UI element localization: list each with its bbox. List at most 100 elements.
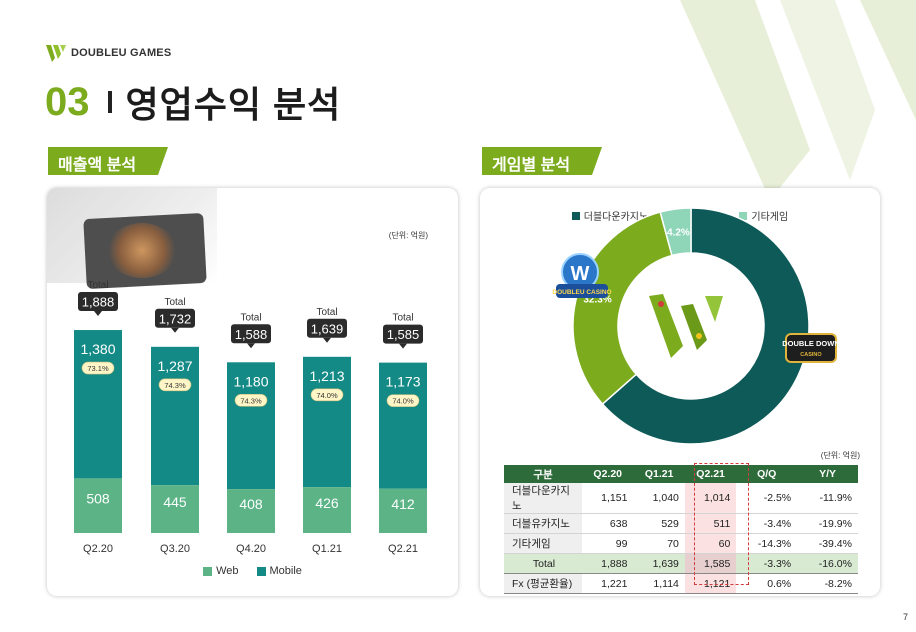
label-total-value: 1,585 <box>387 327 420 342</box>
sales-chart-card: (단위: 억원) 1,380 73.1% 508 Total 1,888 Q2.20 1,2… <box>47 188 458 596</box>
label-mobile-share: 74.0% <box>392 397 414 406</box>
table-cell: 1,888 <box>582 553 634 574</box>
table-cell: -8.2% <box>797 573 858 594</box>
table-cell: 1,221 <box>582 573 634 594</box>
share-pill <box>386 394 420 407</box>
sales-chart-legend: Web Mobile <box>47 565 458 577</box>
label-web-value: 508 <box>86 491 110 507</box>
doubleu-casino-logo: W DOUBLEU CASINO <box>552 253 612 298</box>
table-cell: 1,585 <box>684 553 737 574</box>
table-cell: 1,639 <box>633 553 685 574</box>
svg-text:DOUBLEU CASINO: DOUBLEU CASINO <box>552 289 611 296</box>
table-cell: 1,121 <box>684 573 737 594</box>
legend-label-doubledown: 더블다운카지노 <box>583 212 649 223</box>
table-header-row: 구분 Q2.20 Q1.21 Q2.21 Q/Q Y/Y <box>504 465 858 483</box>
label-total-title: Total <box>87 280 108 291</box>
legend-item-mobile: Mobile <box>256 565 302 577</box>
label-mobile-value: 1,180 <box>233 373 268 389</box>
table-cell: 60 <box>684 533 737 554</box>
bar-mobile <box>74 330 122 479</box>
svg-text:CASINO: CASINO <box>800 352 822 358</box>
donut-slice-other <box>659 207 692 257</box>
page-title: 03 영업수익 분석 <box>45 76 341 128</box>
game-analysis-card: 더블다운카지노 더블유카지노 기타게임 63.5%32.3%4.2%WDOUBL… <box>480 188 880 596</box>
table-row-total: Total 1,888 1,639 1,585 -3.3% -16.0% <box>504 553 858 574</box>
legend-label-web: Web <box>216 565 239 577</box>
label-mobile-value: 1,380 <box>80 341 115 357</box>
label-total-title: Total <box>240 312 261 323</box>
total-box <box>307 318 347 338</box>
label-web-value: 412 <box>391 496 415 512</box>
sales-analysis-tag: 매출액 분석 <box>48 147 168 175</box>
bar-mobile <box>379 362 427 489</box>
label-mobile-value: 1,287 <box>157 358 192 374</box>
mobile-game-photo <box>47 188 217 290</box>
table-cell: -39.4% <box>797 533 858 554</box>
section-number: 03 <box>45 79 90 124</box>
table-cell: 1,040 <box>633 483 685 514</box>
game-analysis-tag: 게임별 분석 <box>482 147 602 175</box>
donut-value-label: 32.3% <box>583 294 611 305</box>
legend-label-mobile: Mobile <box>269 565 302 577</box>
donut-slice-doubledown <box>601 207 810 445</box>
x-tick-label: Q2.20 <box>83 543 113 555</box>
label-total-value: 1,639 <box>311 321 344 336</box>
total-box-pointer <box>399 343 407 349</box>
table-cell: Total <box>504 553 582 574</box>
x-tick-label: Q4.20 <box>236 543 266 555</box>
legend-item-doubledown: 더블다운카지노 <box>571 208 649 223</box>
share-pill <box>310 388 344 402</box>
unit-label-table: (단위: 억원) <box>820 451 860 460</box>
table-header: Q2.20 <box>582 465 634 483</box>
total-box-pointer <box>247 343 255 349</box>
label-web-value: 426 <box>315 495 339 511</box>
table-cell: 기타게임 <box>504 533 582 554</box>
table-cell: 1,014 <box>684 483 737 514</box>
total-box-pointer <box>171 327 179 333</box>
label-total-title: Total <box>164 297 185 308</box>
svg-text:W: W <box>571 263 590 285</box>
label-total-value: 1,588 <box>235 327 268 342</box>
legend-item-web: Web <box>203 565 239 577</box>
total-box <box>155 308 195 328</box>
label-mobile-share: 74.0% <box>316 391 338 400</box>
legend-swatch-mobile <box>256 566 266 576</box>
table-row-fx: Fx (평균환율) 1,221 1,114 1,121 0.6% -8.2% <box>504 573 858 594</box>
table-header: Q1.21 <box>633 465 685 483</box>
total-box <box>78 292 118 312</box>
total-box-pointer <box>323 337 331 343</box>
center-w-logo-icon <box>649 294 723 358</box>
label-mobile-share: 74.3% <box>164 381 186 390</box>
table-cell: -3.3% <box>736 553 798 574</box>
brand-name: DOUBLEU GAMES <box>71 47 172 59</box>
donut-value-label: 4.2% <box>667 227 690 238</box>
label-total-value: 1,888 <box>82 295 115 310</box>
label-mobile-share: 74.3% <box>240 396 262 405</box>
table-header: Q2.21 <box>684 465 737 483</box>
brand-header: DOUBLEU GAMES <box>45 42 171 64</box>
bar-web <box>151 485 199 533</box>
bar-mobile <box>303 356 351 488</box>
table-header: Q/Q <box>736 465 798 483</box>
table-cell: 529 <box>633 513 685 534</box>
table-header: Y/Y <box>797 465 858 483</box>
unit-label: (단위: 억원) <box>388 231 428 240</box>
bar-web <box>379 488 427 533</box>
legend-swatch-web <box>203 566 213 576</box>
table-row: 기타게임 99 70 60 -14.3% -39.4% <box>504 533 858 554</box>
doubledown-casino-logo: DOUBLE DOWN CASINO <box>782 333 840 363</box>
label-mobile-value: 1,173 <box>385 374 420 390</box>
label-mobile-share: 73.1% <box>87 364 109 373</box>
table-cell: 1,114 <box>633 573 685 594</box>
label-web-value: 408 <box>239 496 263 512</box>
legend-swatch-doubledown <box>571 211 580 220</box>
table-cell: 638 <box>582 513 634 534</box>
label-total-value: 1,732 <box>159 311 192 326</box>
sales-bar-chart: 1,380 73.1% 508 Total 1,888 Q2.20 1,287 74.3% 44… <box>74 280 427 555</box>
legend-item-other: 기타게임 <box>739 208 788 223</box>
table-cell: -19.9% <box>797 513 858 534</box>
table-cell: 0.6% <box>736 573 798 594</box>
x-tick-label: Q1.21 <box>312 543 342 555</box>
total-box-pointer <box>94 311 102 317</box>
